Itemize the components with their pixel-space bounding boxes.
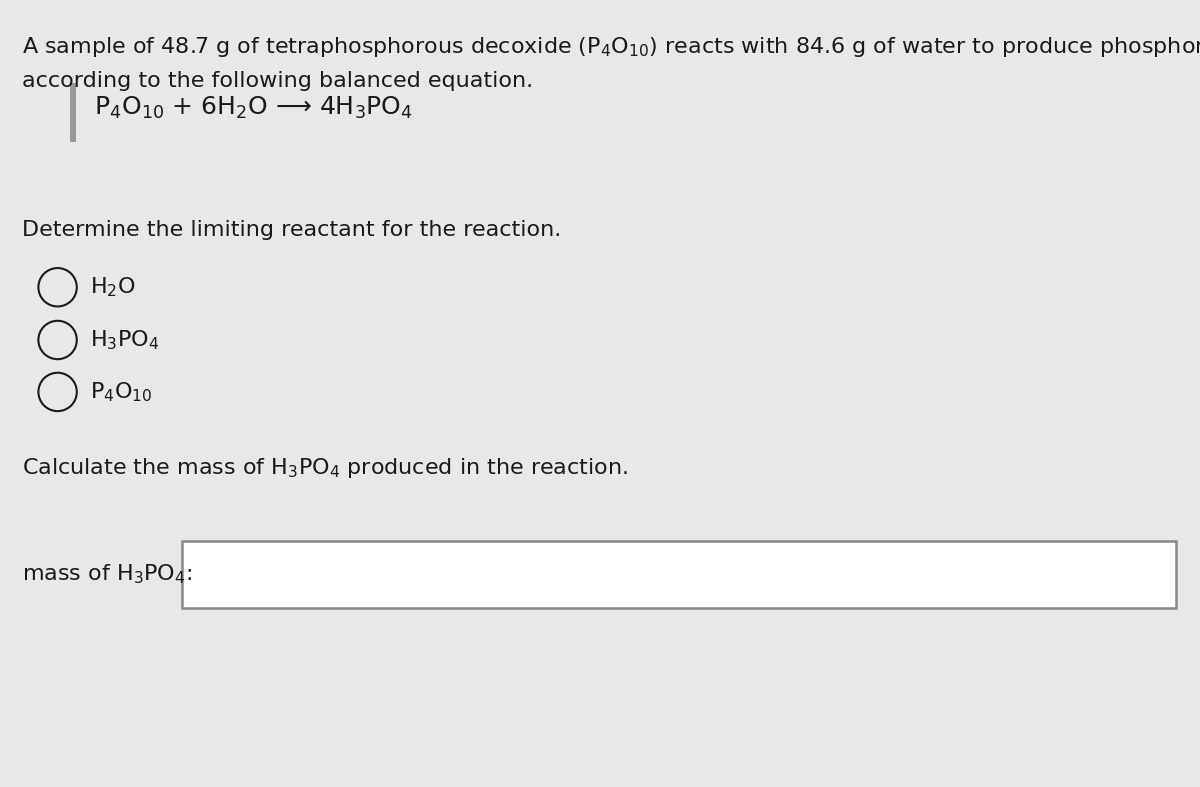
FancyBboxPatch shape [70,83,76,142]
Text: H$_3$PO$_4$: H$_3$PO$_4$ [90,328,160,352]
Text: Determine the limiting reactant for the reaction.: Determine the limiting reactant for the … [22,220,560,240]
FancyBboxPatch shape [182,541,1176,608]
Text: mass of H$_3$PO$_4$:: mass of H$_3$PO$_4$: [22,563,192,586]
Text: P$_4$O$_{10}$: P$_4$O$_{10}$ [90,380,152,404]
Text: P$_4$O$_{10}$ + 6H$_2$O ⟶ 4H$_3$PO$_4$: P$_4$O$_{10}$ + 6H$_2$O ⟶ 4H$_3$PO$_4$ [94,94,413,120]
Text: according to the following balanced equation.: according to the following balanced equa… [22,71,533,91]
Text: H$_2$O: H$_2$O [90,275,136,299]
Text: A sample of 48.7 g of tetraphosphorous decoxide (P$_4$O$_{10}$) reacts with 84.6: A sample of 48.7 g of tetraphosphorous d… [22,35,1200,59]
Text: Calculate the mass of H$_3$PO$_4$ produced in the reaction.: Calculate the mass of H$_3$PO$_4$ produc… [22,456,628,480]
